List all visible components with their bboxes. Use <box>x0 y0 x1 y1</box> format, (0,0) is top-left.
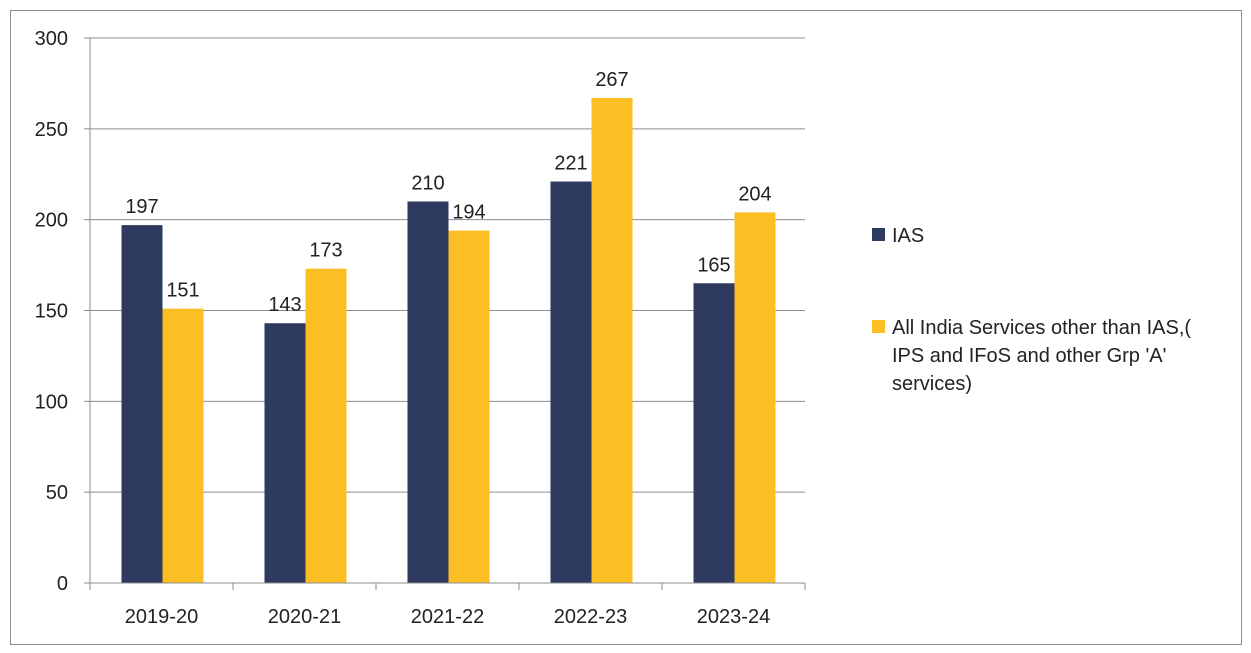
bar <box>448 230 490 584</box>
bar <box>550 181 592 583</box>
axes <box>89 38 805 584</box>
legend-label-ias: IAS <box>892 225 925 247</box>
y-tick-label: 200 <box>35 210 68 232</box>
y-axis-ticks: 0 50 100 150 200 250 300 <box>35 28 90 595</box>
data-label: 197 <box>125 196 158 218</box>
bars <box>121 97 776 584</box>
data-label: 204 <box>738 183 771 205</box>
data-labels: 197 143 210 221 165 151 173 194 267 204 <box>125 69 771 316</box>
bar <box>591 97 633 583</box>
data-label: 143 <box>268 294 301 316</box>
bar <box>162 308 204 583</box>
legend-swatch-ias <box>872 228 885 241</box>
bar <box>305 268 347 583</box>
gridlines <box>90 37 805 493</box>
data-label: 165 <box>697 254 730 276</box>
x-axis-ticks: 2019-20 2020-21 2021-22 2022-23 2023-24 <box>89 583 806 628</box>
data-label: 267 <box>595 69 628 91</box>
x-tick-label: 2022-23 <box>554 606 627 628</box>
bar <box>407 201 449 583</box>
y-tick-label: 150 <box>35 301 68 323</box>
y-tick-label: 50 <box>46 482 68 504</box>
bar <box>264 323 306 583</box>
bar <box>693 283 735 583</box>
legend-item-ias: IAS <box>872 222 1222 250</box>
y-tick-label: 0 <box>57 573 68 595</box>
legend: IAS All India Services other than IAS,( … <box>872 0 1232 653</box>
data-label: 210 <box>411 173 444 195</box>
bar <box>121 225 163 583</box>
data-label: 173 <box>309 240 342 262</box>
x-tick-label: 2019-20 <box>125 606 198 628</box>
y-tick-label: 100 <box>35 391 68 413</box>
x-tick-label: 2021-22 <box>411 606 484 628</box>
x-tick-label: 2020-21 <box>268 606 341 628</box>
y-tick-label: 250 <box>35 119 68 141</box>
y-tick-label: 300 <box>35 28 68 50</box>
data-label: 194 <box>452 202 485 224</box>
bar <box>734 212 776 583</box>
data-label: 151 <box>166 280 199 302</box>
legend-swatch-other-services <box>872 320 885 333</box>
data-label: 221 <box>554 153 587 175</box>
legend-item-other-services: All India Services other than IAS,( IPS … <box>872 314 1222 398</box>
legend-label-other-services: All India Services other than IAS,( IPS … <box>892 317 1192 395</box>
x-tick-label: 2023-24 <box>697 606 770 628</box>
